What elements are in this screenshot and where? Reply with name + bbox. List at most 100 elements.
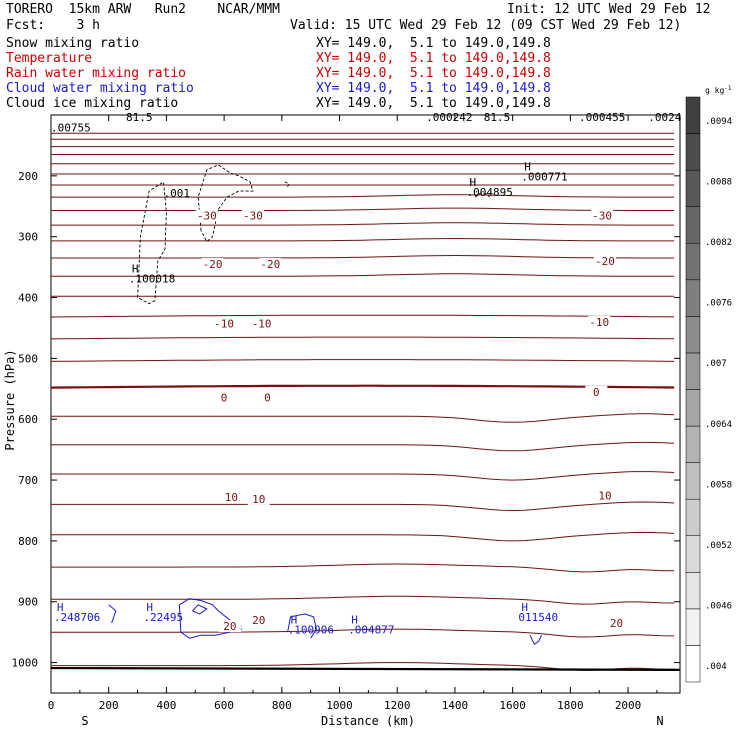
colorbar-cell bbox=[685, 608, 701, 646]
y-tick-label: 600 bbox=[18, 413, 38, 426]
field-cloudwater-xy: XY= 149.0, 5.1 to 149.0,149.8 bbox=[316, 81, 551, 96]
isotherm-label: -30 bbox=[592, 209, 612, 222]
colorbar-cell bbox=[685, 535, 701, 573]
isotherm-label: 0 bbox=[593, 386, 600, 399]
max-value-label: .0024 bbox=[648, 111, 681, 124]
max-value-label: .100906 bbox=[288, 623, 334, 636]
surface-line bbox=[50, 666, 681, 671]
y-tick-label: 800 bbox=[18, 535, 38, 548]
isotherm-label: -10 bbox=[214, 318, 234, 331]
isotherm bbox=[51, 501, 675, 512]
colorbar-cell bbox=[685, 169, 701, 207]
isotherm bbox=[51, 254, 675, 259]
y-axis-label: Pressure (hPa) bbox=[3, 349, 17, 450]
colorbar-cell bbox=[685, 425, 701, 463]
colorbar-label: .0076 bbox=[705, 299, 732, 309]
colorbar-cell bbox=[685, 645, 701, 683]
isotherm bbox=[51, 595, 675, 605]
isotherm bbox=[51, 563, 675, 573]
colorbar-cell bbox=[685, 572, 701, 610]
x-tick-label: 0 bbox=[48, 699, 55, 712]
isotherm-label-bg bbox=[247, 492, 270, 505]
field-rain-xy: XY= 149.0, 5.1 to 149.0,149.8 bbox=[316, 66, 551, 81]
max-value-label: .00755 bbox=[51, 121, 91, 134]
snow-contour bbox=[197, 164, 254, 243]
isotherm-label-bg bbox=[213, 391, 236, 404]
plot-frame bbox=[50, 114, 681, 694]
max-value-label: .000455 bbox=[579, 111, 625, 124]
max-value-label: .004877 bbox=[348, 623, 394, 636]
isotherm-label: 20 bbox=[252, 614, 265, 627]
isotherm-zero bbox=[50, 384, 675, 389]
isotherm bbox=[51, 194, 675, 198]
field-cloudwater-label: Cloud water mixing ratio bbox=[6, 81, 194, 96]
colorbar-cell bbox=[685, 243, 701, 281]
isotherm-label: -30 bbox=[197, 209, 217, 222]
colorbar-cell bbox=[685, 206, 701, 244]
isotherm-label-bg bbox=[588, 315, 611, 328]
field-rain-label: Rain water mixing ratio bbox=[6, 66, 187, 81]
isotherm-label: 20 bbox=[610, 617, 623, 630]
isotherm-layer bbox=[50, 132, 681, 671]
isotherm-label: 10 bbox=[225, 491, 238, 504]
y-tick-label: 400 bbox=[18, 292, 38, 305]
annotation-layer: -30 -30 -30 -20 -20 -20 -10 -10 -10 0 0 0 10 10 10 20 20… bbox=[51, 111, 682, 636]
isotherm-label-bg bbox=[201, 258, 224, 271]
max-mark: H bbox=[132, 262, 139, 275]
max-value-label: .100018 bbox=[129, 272, 175, 285]
cloud-water-contour bbox=[529, 634, 542, 646]
max-value-label: .000771 bbox=[521, 171, 567, 184]
cloud-water-contour bbox=[108, 604, 117, 624]
isotherm-label-bg bbox=[591, 209, 614, 222]
header-forecast: Fcst: 3 h bbox=[6, 18, 100, 33]
max-value-label: 81.5 bbox=[126, 111, 152, 124]
field-temperature-xy: XY= 149.0, 5.1 to 149.0,149.8 bbox=[316, 51, 551, 66]
x-tick-label: 1200 bbox=[384, 699, 411, 712]
colorbar-cell bbox=[685, 498, 701, 536]
colorbar-label: .0082 bbox=[705, 238, 732, 248]
isotherm bbox=[51, 471, 675, 481]
field-cloudice-label: Cloud ice mixing ratio bbox=[6, 96, 179, 111]
max-value-label: .000242 bbox=[426, 111, 472, 124]
y-tick-label: 1000 bbox=[12, 657, 39, 670]
isotherm-label: -30 bbox=[243, 209, 263, 222]
isotherm-label-bg bbox=[218, 620, 241, 633]
snow-contour bbox=[284, 181, 290, 187]
isotherm-label: 10 bbox=[252, 493, 265, 506]
isotherm-label: -20 bbox=[203, 258, 223, 271]
isotherm-label-bg bbox=[213, 317, 236, 330]
colorbar-cell bbox=[685, 133, 701, 171]
max-value-label: .004895 bbox=[466, 186, 512, 199]
isotherm bbox=[50, 359, 675, 362]
isotherm bbox=[51, 531, 675, 542]
axes-layer: 0 200 400 600 800 1000 1200 1400 1600 1800 2000200… bbox=[12, 115, 680, 712]
isotherm bbox=[50, 314, 675, 318]
x-tick-label: 800 bbox=[272, 699, 292, 712]
isotherm bbox=[51, 273, 675, 277]
max-value-label: 011540 bbox=[518, 611, 558, 624]
x-end-label-south: S bbox=[81, 714, 88, 728]
x-tick-label: 1800 bbox=[557, 699, 584, 712]
x-end-label-north: N bbox=[656, 714, 663, 728]
max-value-label: .001 bbox=[164, 187, 191, 200]
isotherm bbox=[51, 207, 675, 211]
isotherm-label-bg bbox=[593, 255, 616, 268]
isotherm-label: 0 bbox=[264, 391, 271, 404]
isotherm bbox=[51, 237, 675, 242]
isotherm bbox=[51, 413, 675, 423]
mixing-ratio-contours bbox=[108, 164, 542, 646]
x-tick-label: 2000 bbox=[615, 699, 642, 712]
max-mark: H bbox=[524, 161, 531, 174]
x-tick-label: 1000 bbox=[326, 699, 353, 712]
y-tick-label: 200 bbox=[18, 170, 38, 183]
colorbar: .004 .0046 .0052 .0058 .0064 .007 .0076 .0082 .0… bbox=[685, 96, 732, 683]
isotherm-label: -10 bbox=[589, 316, 609, 329]
isotherm-label-bg bbox=[247, 613, 270, 626]
colorbar-cell bbox=[685, 279, 701, 317]
max-value-label: 81.5 bbox=[484, 111, 511, 124]
header-init: Init: 12 UTC Wed 29 Feb 12 bbox=[507, 2, 711, 17]
max-value-label: .248706 bbox=[54, 611, 100, 624]
max-value-label: .22495 bbox=[143, 611, 183, 624]
colorbar-label: .0052 bbox=[705, 541, 732, 551]
